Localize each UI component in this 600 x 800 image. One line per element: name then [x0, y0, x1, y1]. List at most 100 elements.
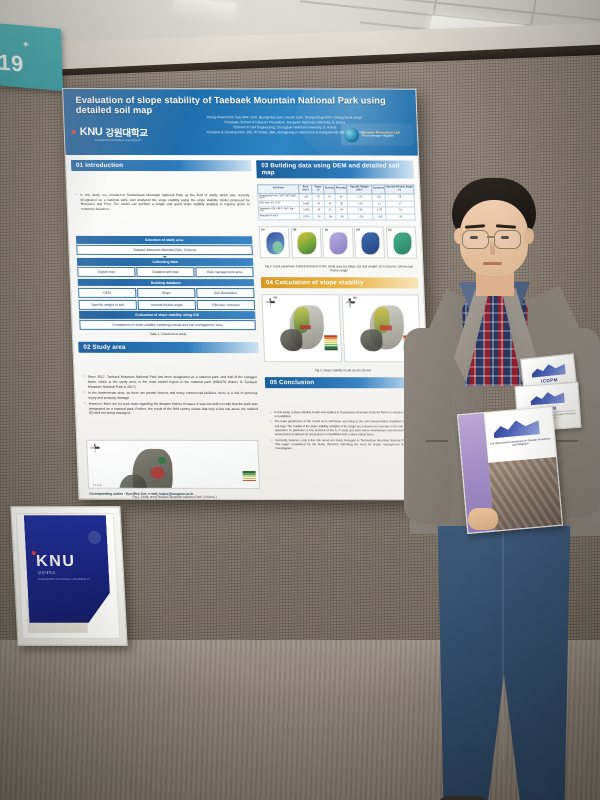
- input-parameter-maps: (a) (b) (c) (d): [258, 225, 418, 258]
- introduction-bullets: In this study, we considered Taebaeksan …: [72, 191, 253, 214]
- flow-box-effective-cohesion: Effective cohesion: [196, 299, 256, 311]
- table-cell: Yeongwol-D-SaCl: [258, 213, 301, 220]
- sparkle-icon: ✦: [21, 39, 31, 52]
- list-item: In this study, a slope stability model w…: [270, 410, 420, 419]
- flow-box-specific-weight: Specific weight of soil: [78, 299, 137, 310]
- table-cell: 38: [324, 213, 337, 220]
- lab-subtitle: Flood damage mitigation: [362, 133, 394, 138]
- small-map-label: (e): [388, 227, 392, 231]
- list-item: In the downstream area, as there are pri…: [84, 391, 258, 401]
- globe-icon: [343, 126, 360, 142]
- section-heading-calculation: 04 Calculation of slope stability: [260, 276, 419, 288]
- flow-row-database-2: Specific weight of soil Internal frictio…: [78, 299, 256, 311]
- small-map-soil-distribution: (a): [258, 225, 291, 258]
- compass-icon: [345, 298, 354, 307]
- lab-badge: Disaster Prevention Lab Flood damage mit…: [340, 123, 414, 146]
- conference-logo-icon: [493, 416, 540, 438]
- list-item: Since 2017, Taebaek Mountain National Pa…: [84, 375, 258, 389]
- table-cell: 15: [312, 193, 325, 201]
- table-row: Yeongwol-D-SaCl 0.074 34 38 36 1.28 1.55…: [258, 213, 416, 220]
- table-cell: 0.074: [299, 213, 314, 220]
- hand: [468, 508, 498, 530]
- ear-right: [524, 228, 534, 244]
- conference-logo-icon: [530, 390, 565, 405]
- table-cell: Yeongwol-ri (D), KiR-3, SaCl, Kgn, KCl): [258, 206, 300, 214]
- flow-band-collecting: Collecting data: [76, 258, 254, 266]
- study-flowchart: Selection of study area Taebaek Mountain…: [75, 236, 256, 337]
- list-item: In this study, we considered Taebaeksan …: [76, 193, 250, 212]
- list-item: The input parameters of the model were e…: [270, 419, 421, 436]
- compass-icon: [266, 298, 275, 307]
- table-cell: 40: [312, 206, 325, 214]
- table-header-cell: Specific Weight (t/m³): [346, 184, 373, 194]
- flow-box-dem: DEM: [78, 287, 137, 298]
- eyeglasses-left-lens: [462, 230, 489, 249]
- table-cell: 36: [335, 213, 349, 220]
- list-item: Currently, however, only a few risk area…: [271, 438, 422, 451]
- table-header-cell: Soil Area: [257, 184, 299, 194]
- section-heading-study-area: 02 Study area: [78, 342, 259, 354]
- folder-brand: KNU: [35, 553, 76, 571]
- table-header-cell: Area (km²): [298, 184, 313, 194]
- venue-sign: ✦ 19: [0, 22, 64, 92]
- folder-english-name: KANGWON NATIONAL UNIVERSITY: [38, 576, 91, 581]
- logo-dot-icon: [71, 129, 76, 134]
- conclusion-bullets: In this study, a slope stability model w…: [266, 408, 425, 452]
- small-map-friction-angle: (d): [353, 225, 386, 258]
- poster-title-banner: Evaluation of slope stability of Taebaek…: [63, 89, 418, 156]
- research-poster[interactable]: Evaluation of slope stability of Taebaek…: [62, 88, 433, 501]
- flow-box-study-area: Taebaek Mountain National Park, S.Korea: [76, 244, 253, 256]
- flow-band-evaluation: Evaluation of slope stability using GIS: [78, 311, 256, 319]
- flow-box-detailed-soil-map: Detailed soil map: [136, 267, 195, 278]
- small-map-label: (a): [261, 227, 265, 231]
- table-cell: 1.24: [347, 193, 373, 201]
- table-cell: 34: [313, 213, 326, 220]
- figure-2-caption: Fig.2. Input parameter build distributio…: [264, 263, 414, 272]
- flow-row-collecting: Digital map Detailed soil map Risk manag…: [77, 266, 254, 278]
- table-cell: 1.28: [347, 213, 374, 220]
- figure-3-caption: Fig.3. Slope stability result (a) dry (b…: [314, 367, 372, 372]
- flow-box-slope: Slope: [137, 287, 196, 299]
- table-cell: 0.8: [372, 193, 386, 201]
- university-abbr: KNU: [79, 125, 103, 139]
- blazer-sleeve-left: [404, 328, 452, 524]
- flow-band-study-area: Selection of study area: [75, 236, 253, 244]
- university-english-name: KANGWON NATIONAL UNIVERSITY: [95, 139, 143, 143]
- nose: [490, 242, 495, 255]
- big-map-label: (a): [273, 295, 277, 299]
- flow-box-digital-map: Digital map: [77, 266, 136, 278]
- eye-right: [501, 236, 509, 239]
- flow-box-friction-angle: Internal friction angle: [137, 299, 196, 310]
- flow-band-database: Building database: [77, 278, 255, 287]
- eye-left: [470, 236, 478, 239]
- small-map-label: (d): [356, 227, 360, 231]
- mouth: [483, 262, 502, 265]
- lab-badge-text: Disaster Prevention Lab Flood damage mit…: [362, 131, 400, 139]
- shoe-left: [438, 796, 492, 800]
- table-header-cell: Slope (°): [312, 184, 325, 194]
- flow-box-soil-distribution: Soil distribution: [196, 287, 255, 299]
- table-cell: 1.55: [372, 213, 387, 220]
- table-header-cell: Cohesion: [371, 184, 386, 194]
- poster-body: 01 Introduction In this study, we consid…: [66, 155, 432, 499]
- jeans-seam: [502, 530, 504, 760]
- flow-box-comparison: Comparison of slope stability modeling r…: [79, 319, 256, 331]
- ear-left: [454, 228, 464, 244]
- table-cell: 41: [324, 206, 336, 214]
- list-item: However, there are no such data regardin…: [85, 402, 259, 416]
- table-header-row: Soil Area Area (km²) Slope (°) Density P…: [257, 184, 415, 194]
- university-logo: KNU 강원대학교: [71, 125, 148, 139]
- small-map-slope: (b): [290, 225, 322, 258]
- book-title: The International Conference on Disaster…: [489, 437, 551, 448]
- small-map-specific-weight: (c): [322, 225, 354, 258]
- input-parameter-table: Soil Area Area (km²) Slope (°) Density P…: [257, 184, 416, 221]
- flowchart-caption: Table 1. Flowchart of study: [149, 332, 187, 337]
- folder-korean-name: 강원대학교: [37, 571, 56, 576]
- table-cell: 0.093: [299, 206, 314, 214]
- table-cell: 1.75: [372, 206, 387, 214]
- table-cell: 1.63: [298, 193, 313, 201]
- poster-title: Evaluation of slope stability of Taebaek…: [75, 95, 386, 116]
- section-heading-building-data: 03 Building data using DEM and detailed …: [256, 160, 414, 179]
- blazer-pocket: [556, 440, 578, 442]
- table-cell: 30: [335, 193, 348, 201]
